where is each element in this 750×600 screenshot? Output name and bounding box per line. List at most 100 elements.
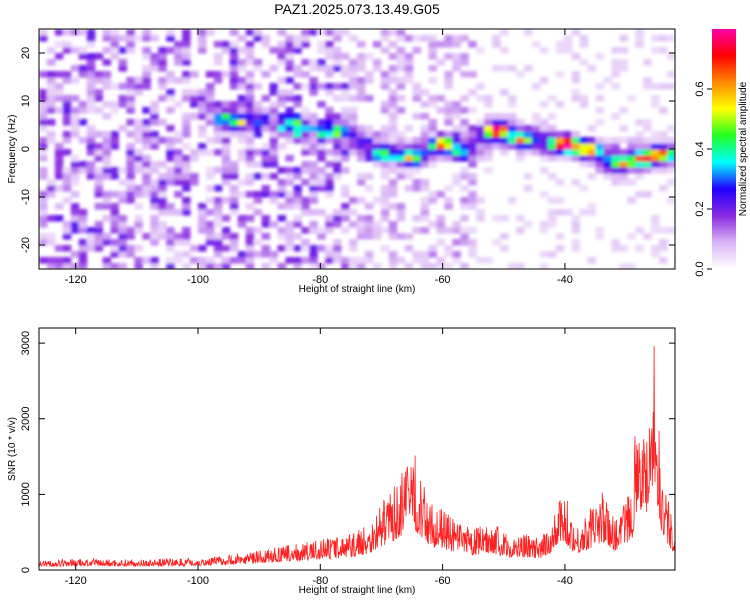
spectrogram-cell xyxy=(285,59,294,66)
spectrogram-cell xyxy=(309,197,318,204)
spectrogram-cell xyxy=(213,251,223,258)
spectrogram-cell xyxy=(94,131,104,138)
spectrogram-cell xyxy=(205,107,215,114)
spectrogram-cell xyxy=(372,227,382,234)
spectrogram-cell xyxy=(39,233,48,240)
spectrogram-cell xyxy=(547,131,557,138)
spectrogram-cell xyxy=(380,137,390,144)
spectrogram-cell xyxy=(102,215,112,222)
spectrogram-cell xyxy=(452,65,461,72)
snr-y-tick-label: 0 xyxy=(20,567,32,573)
spectrogram-cell xyxy=(182,251,191,258)
spectrogram-cell xyxy=(245,179,255,186)
spectrogram-cell xyxy=(78,215,88,222)
figure-title: PAZ1.2025.073.13.49.G05 xyxy=(274,1,440,17)
spectrogram-cell xyxy=(190,179,199,186)
spectrogram-cell xyxy=(468,137,477,144)
spectrogram-cell xyxy=(126,191,135,198)
spectrogram-cell xyxy=(452,239,461,246)
spectrogram-cell xyxy=(460,215,469,222)
spectrogram-cell xyxy=(372,263,382,269)
spectrogram-cell xyxy=(221,167,231,174)
spectrogram-cell xyxy=(62,263,72,269)
spectrogram-cell xyxy=(70,107,80,114)
spectrogram-cell xyxy=(452,251,461,258)
spectrogram-cell xyxy=(39,125,48,132)
spectrogram-cell xyxy=(611,137,620,144)
spectrogram-cell xyxy=(341,215,350,222)
spectrogram-cell xyxy=(508,131,517,138)
spectrogram-cell xyxy=(380,227,390,234)
spectrogram-cell xyxy=(293,47,302,54)
spectrogram-cell xyxy=(142,107,151,114)
spectrogram-cell xyxy=(54,185,64,192)
spectrogram-cell xyxy=(452,53,461,60)
spectrogram-cell xyxy=(364,77,374,84)
spectrogram-cell xyxy=(237,221,247,228)
spectrogram-cell xyxy=(468,203,477,210)
spectrogram-cell xyxy=(293,185,302,192)
spectrogram-cell xyxy=(404,53,414,60)
spectrogram-cell xyxy=(420,185,430,192)
spectrogram-cell xyxy=(301,197,310,204)
spectrogram-cell xyxy=(78,263,88,269)
spectrogram-cell xyxy=(110,209,119,216)
spectrogram-cell xyxy=(221,257,231,264)
spectrogram-cell xyxy=(221,161,231,168)
spectrogram-cell xyxy=(412,35,422,42)
spectrogram-cell xyxy=(643,233,652,240)
spectrogram-cell xyxy=(452,41,461,48)
spectrogram-cell xyxy=(508,143,517,150)
spectrogram-cell xyxy=(460,227,469,234)
spectrogram-cell xyxy=(39,173,48,180)
spectrogram-cell xyxy=(229,245,239,252)
spectrogram-cell xyxy=(603,173,612,180)
spectrogram-cell xyxy=(388,149,398,156)
spectrogram-cell xyxy=(539,155,549,162)
spectrogram-cell xyxy=(357,227,366,234)
spectrogram-cell xyxy=(102,131,112,138)
spectrogram-cell xyxy=(78,107,88,114)
spectrogram-cell xyxy=(94,239,104,246)
spectrogram-cell xyxy=(341,185,350,192)
spectrogram-cell xyxy=(110,143,119,150)
spectrogram-cell xyxy=(261,125,271,132)
spectrogram-cell xyxy=(412,251,422,258)
spectrogram-cell xyxy=(388,191,398,198)
spectrogram-cell xyxy=(492,65,501,72)
spectrogram-cell xyxy=(595,149,605,156)
spectrogram-cell xyxy=(126,131,135,138)
spectrogram-cell xyxy=(213,71,223,78)
spectrogram-cell xyxy=(182,227,191,234)
spectrogram-cell xyxy=(452,143,461,150)
spectrogram-cell xyxy=(221,131,231,138)
spectrogram-cell xyxy=(102,233,112,240)
spectrogram-cell xyxy=(333,59,342,66)
spectrogram-cell xyxy=(452,101,461,108)
spectrogram-cell xyxy=(579,161,589,168)
spectrogram-cell xyxy=(579,185,589,192)
spectrogram-cell xyxy=(500,149,509,156)
spectrogram-cell xyxy=(245,173,255,180)
spectrogram-cell xyxy=(357,41,366,48)
spectrogram-cell xyxy=(516,215,525,222)
spectrogram-cell xyxy=(62,71,72,78)
snr-y-tick-label: 3000 xyxy=(20,331,32,355)
spectrogram-cell xyxy=(253,101,263,108)
spectrogram-x-axis-label: Height of straight line (km) xyxy=(299,284,416,295)
spectrogram-cell xyxy=(142,83,151,90)
spectrogram-cell xyxy=(102,47,112,54)
spectrogram-cell xyxy=(452,113,461,120)
spectrogram-cell xyxy=(174,167,183,174)
spectrogram-cell xyxy=(388,113,398,120)
spectrogram-cell xyxy=(380,83,390,90)
spectrogram-cell xyxy=(460,119,469,126)
spectrogram-cell xyxy=(452,155,461,162)
spectrogram-cell xyxy=(611,173,620,180)
spectrogram-cell xyxy=(277,77,287,84)
spectrogram-cell xyxy=(372,197,382,204)
spectrogram-cell xyxy=(317,131,326,138)
spectrogram-cell xyxy=(396,173,406,180)
spectrogram-cell xyxy=(452,125,461,132)
spectrogram-cell xyxy=(380,47,390,54)
